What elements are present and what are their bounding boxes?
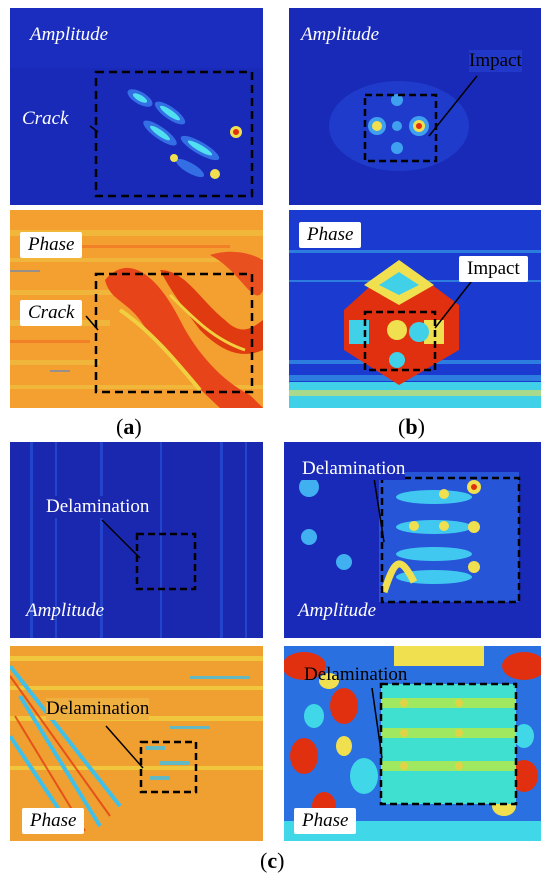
caption-c: (c) [260, 848, 285, 873]
caption-a: (a) [116, 414, 142, 439]
caption-b: (b) [398, 414, 425, 439]
phase-map-b [289, 210, 541, 408]
delamination-label: Delamination [302, 458, 406, 480]
amplitude-map-a [10, 8, 263, 205]
impact-label: Impact [469, 50, 522, 72]
crack-label: Crack [22, 108, 69, 129]
amplitude-map-c2 [284, 442, 541, 638]
panel-a-phase: Phase Crack [10, 210, 263, 408]
phase-label: Phase [299, 222, 362, 248]
phase-map-c1 [10, 646, 263, 841]
amplitude-label: Amplitude [301, 24, 380, 45]
amplitude-map-c1 [10, 442, 263, 638]
phase-label: Phase [294, 808, 357, 834]
phase-map-c2 [284, 646, 541, 841]
impact-label: Impact [459, 256, 528, 282]
amplitude-label: Amplitude [298, 600, 377, 621]
phase-label: Phase [22, 808, 85, 834]
panel-c2-amplitude: Delamination Amplitude [284, 442, 541, 638]
amplitude-map-b [289, 8, 541, 205]
panel-a-amplitude: Amplitude Crack [10, 8, 263, 205]
delamination-label: Delamination [46, 698, 150, 720]
crack-label: Crack [20, 300, 83, 326]
amplitude-label: Amplitude [30, 24, 109, 45]
panel-b-amplitude: Amplitude Impact [289, 8, 541, 205]
panel-b-phase: Phase Impact [289, 210, 541, 408]
delamination-label: Delamination [304, 664, 408, 685]
amplitude-label: Amplitude [26, 600, 105, 621]
panel-c2-phase: Delamination Phase [284, 646, 541, 841]
panel-c1-amplitude: Delamination Amplitude [10, 442, 263, 638]
delamination-label: Delamination [46, 496, 150, 518]
panel-c1-phase: Delamination Phase [10, 646, 263, 841]
phase-label: Phase [20, 232, 83, 258]
